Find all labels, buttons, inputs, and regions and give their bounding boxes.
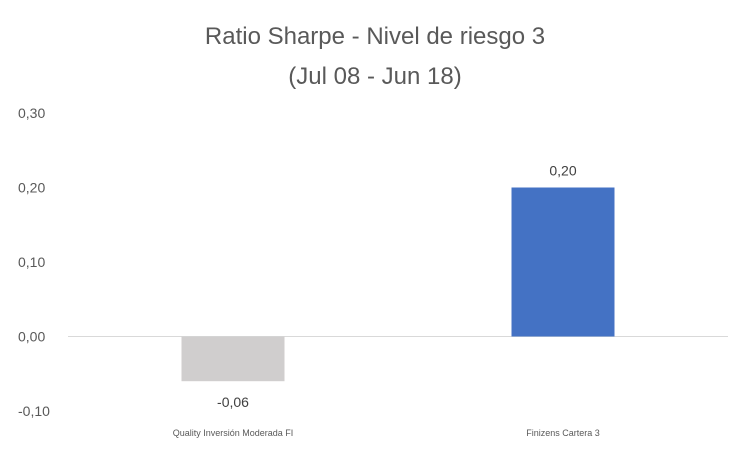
y-tick-label: 0,20 [18,180,45,196]
chart-subtitle: (Jul 08 - Jun 18) [288,63,462,90]
y-tick-label: 0,30 [18,105,45,121]
bar [511,187,615,337]
bar [181,336,285,382]
data-label: -0,06 [217,394,249,410]
x-axis-category-labels: Quality Inversión Moderada FI Finizens Ca… [173,428,600,438]
x-category-label: Finizens Cartera 3 [526,428,600,438]
chart-title: Ratio Sharpe - Nivel de riesgo 3 [204,23,546,50]
x-category-label: Quality Inversión Moderada FI [173,428,294,438]
y-tick-label: -0,10 [18,403,50,419]
data-label: 0,20 [549,163,576,179]
y-axis-tick-labels: 0,30 0,20 0,10 0,00 -0,10 [18,105,50,419]
data-labels: -0,06 0,20 [217,163,577,411]
bars [181,187,615,382]
y-tick-label: 0,00 [18,329,45,345]
y-tick-label: 0,10 [18,254,45,270]
